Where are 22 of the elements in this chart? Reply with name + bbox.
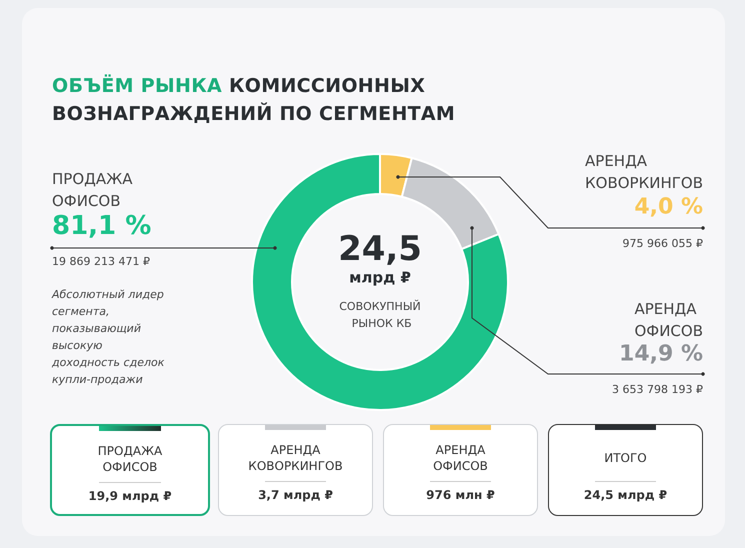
slice-label: АРЕНДА КОВОРКИНГОВ <box>585 152 704 192</box>
data-label: 4,0 % <box>634 194 704 220</box>
text: ИТОГО <box>604 450 647 466</box>
text: 975 966 055 ₽ <box>622 237 704 250</box>
text: 24,5 <box>338 229 422 269</box>
text: 19 869 213 471 ₽ <box>52 255 150 268</box>
text: 3,7 млрд ₽ <box>257 488 334 502</box>
slice-label: ПРОДАЖА ОФИСОВ <box>52 170 134 210</box>
text: 3 653 798 193 ₽ <box>612 383 704 396</box>
data-label: 81,1 % <box>52 211 152 241</box>
text: млрд ₽ <box>349 268 411 286</box>
text: 19,9 млрд ₽ <box>87 489 173 503</box>
text: 24,5 млрд ₽ <box>582 488 668 502</box>
text: АРЕНДА КОВОРКИНГОВ <box>248 442 343 474</box>
chart-title: ОБЪЁМ РЫНКА КОМИССИОННЫХ ВОЗНАГРАЖДЕНИЙ ПО СЕГМЕНТАМ <box>52 75 456 125</box>
text: 976 млн ₽ <box>425 488 496 502</box>
text: АРЕНДА ОФИСОВ <box>432 442 489 474</box>
text: СОВОКУПНЫЙ РЫНОК КБ <box>339 299 421 330</box>
data-label: 14,9 % <box>619 342 703 366</box>
text: ПРОДАЖА ОФИСОВ <box>96 443 164 475</box>
text: Абсолютный лидер сегмента, показывающий высокую доходность сделок купли-продажи <box>51 288 168 386</box>
slice-label: АРЕНДА ОФИСОВ <box>634 300 704 340</box>
